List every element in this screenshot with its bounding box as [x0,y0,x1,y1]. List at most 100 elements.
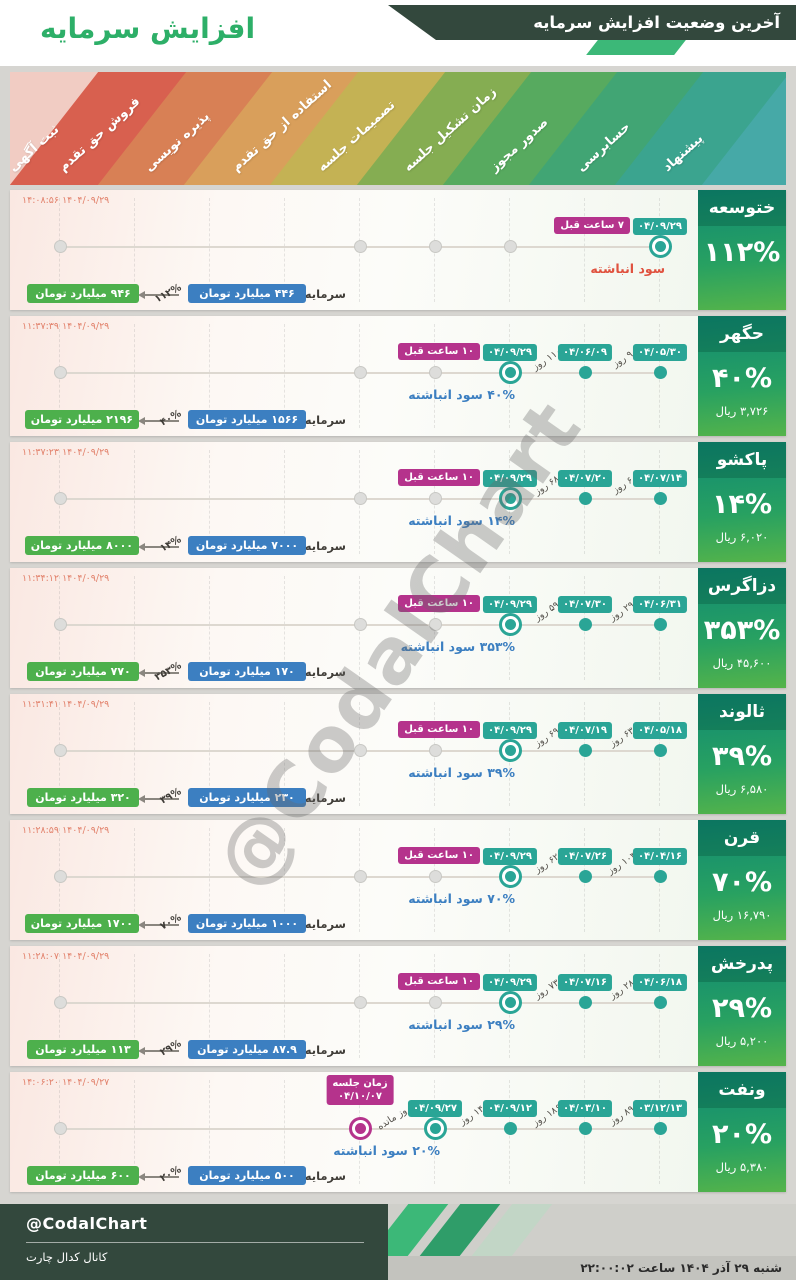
capital-row: سرمایه: ۲۳۰ میلیارد تومان ۳۹% ۳۲۰ میلیار… [10,786,698,808]
increase-arrow: ۳۹% [138,786,183,806]
footer-stripes [388,1204,618,1256]
pending-stage-dot [428,996,442,1009]
column-guide [284,576,285,680]
pending-stage-dot [353,744,367,757]
card-body: ۱۴۰۴/۰۹/۲۹ ۱۱:۳۱:۴۱ ۶۳ روز ۶۹ روز ۰۴/۰۵/۱۸… [10,694,698,814]
capital-after-box: ۷۷۰ میلیارد تومان [27,662,139,681]
event-date: ۰۴/۰۹/۲۹ [633,218,687,235]
column-guide [284,828,285,932]
company-price: ۵,۳۸۰ ریال [715,1160,769,1174]
company-panel: ونفت ۲۰% ۵,۳۸۰ ریال [698,1072,786,1192]
column-guide [209,1080,210,1184]
column-guide [209,450,210,554]
profit-note: ۳۵۳% سود انباشته [400,639,515,654]
increase-arrow: ۱۴% [138,534,183,554]
current-event-dot [498,487,522,510]
company-panel: پاکشو ۱۴% ۶,۰۲۰ ریال [698,442,786,562]
pending-stage-dot [428,870,442,883]
duration-label: ۹ روز [610,348,635,371]
profit-note: سود انباشته [590,261,665,276]
capital-row: سرمایه: ۵۰۰ میلیارد تومان ۲۰% ۶۰۰ میلیار… [10,1164,698,1186]
stage-band: پیشنهاد حسابرسی صدور مجوز زمان تشکیل جلسه تص… [10,72,786,185]
increase-percent-label: ۳۹% [158,786,183,807]
company-name: دزاگرس [698,568,786,604]
capital-before-box: ۱۷۰ میلیارد تومان [188,662,306,681]
update-timestamp: ۱۴۰۴/۰۹/۲۹ ۱۱:۳۷:۳۹ [22,321,110,332]
company-percent: ۷۰% [711,867,772,898]
pending-stage-dot [428,240,442,253]
meeting-dot [348,1117,372,1140]
event-date: ۰۴/۰۷/۲۰ [558,470,612,487]
column-guide [284,702,285,806]
event-dot [578,492,592,505]
capital-after-box: ۲۱۹۶ میلیارد تومان [24,410,139,429]
increase-arrow: ۴۰% [138,408,183,428]
profit-note: ۳۹% سود انباشته [408,765,515,780]
event-dot [653,492,667,505]
event-date: ۰۴/۰۷/۱۹ [558,722,612,739]
event-dot [503,1122,517,1135]
event-dot [578,366,592,379]
pending-stage-dot [353,492,367,505]
event-date: ۰۴/۰۷/۳۰ [558,596,612,613]
pending-stage-dot [353,996,367,1009]
pending-stage-dot [53,996,67,1009]
timeline: ۹ روز ۱۱۰ روز ۰۴/۰۵/۳۰ ۰۴/۰۶/۰۹ ۰۴/۰۹/۲۹ ۱۰ س… [10,316,698,436]
capital-after-box: ۱۷۰۰ میلیارد تومان [24,914,139,933]
increase-arrow: ۲۹% [138,1038,183,1058]
update-timestamp: ۱۴۰۴/۰۹/۲۹ ۱۱:۲۸:۰۷ [22,951,110,962]
cards: ۱۴۰۴/۰۹/۲۹ ۱۴:۰۸:۵۶ ۰۴/۰۹/۲۹ ۷ ساعت قبل س… [10,190,786,1192]
time-badge: ۱۰ ساعت قبل [398,469,480,486]
company-card: ۱۴۰۴/۰۹/۲۹ ۱۴:۰۸:۵۶ ۰۴/۰۹/۲۹ ۷ ساعت قبل س… [10,190,786,310]
capital-row: سرمایه: ۷۰۰۰ میلیارد تومان ۱۴% ۸۰۰۰ میلی… [10,534,698,556]
footer-handle: @CodalChart [26,1214,148,1233]
column-guide [134,198,135,302]
event-dot [653,1122,667,1135]
column-guide [134,1080,135,1184]
event-date: ۰۴/۰۷/۱۴ [633,470,687,487]
card-body: ۱۴۰۴/۰۹/۲۹ ۱۱:۳۴:۱۲ ۲۹ روز ۵۹ روز ۰۴/۰۶/۳۱… [10,568,698,688]
capital-row: سرمایه: ۴۴۶ میلیارد تومان ۱۱۲% ۹۴۶ میلیا… [10,282,698,305]
timeline: ۶۳ روز ۶۹ روز ۰۴/۰۵/۱۸ ۰۴/۰۷/۱۹ ۰۴/۰۹/۲۹ ۱۰ س… [10,694,698,814]
profit-note: ۲۹% سود انباشته [408,1017,515,1032]
capital-label: سرمایه: [300,917,346,931]
current-event-dot [498,739,522,762]
event-date: ۰۴/۰۵/۳۰ [633,344,687,361]
capital-after-box: ۹۴۶ میلیارد تومان [27,284,139,303]
event-date: ۰۴/۰۶/۰۹ [558,344,612,361]
capital-label: سرمایه: [300,413,346,427]
company-percent: ۲۰% [711,1119,772,1150]
pending-stage-dot [53,618,67,631]
capital-before-box: ۲۳۰ میلیارد تومان [188,788,306,807]
column-guide [284,450,285,554]
capital-row: سرمایه: ۱۰۰۰ میلیارد تومان ۷۰% ۱۷۰۰ میلی… [10,912,698,934]
event-dot [578,870,592,883]
footer-brand-block: @CodalChart کانال کدال چارت [0,1204,388,1280]
pending-stage-dot [428,492,442,505]
event-date: ۰۴/۰۴/۱۶ [633,848,687,865]
event-date: ۰۴/۰۹/۲۹ [483,470,537,487]
event-dot [653,366,667,379]
event-date: ۰۴/۰۹/۲۹ [483,848,537,865]
current-event-dot [498,361,522,384]
company-price: ۳,۷۲۶ ریال [715,404,769,418]
company-panel: دزاگرس ۳۵۳% ۴۵,۶۰۰ ریال [698,568,786,688]
event-date: ۰۴/۰۵/۱۸ [633,722,687,739]
current-event-dot [648,235,672,258]
column-guide [209,828,210,932]
page-footer: @CodalChart کانال کدال چارت شنبه ۲۹ آذر … [0,1204,796,1280]
event-date: ۰۴/۰۷/۲۶ [558,848,612,865]
increase-arrow: ۷۰% [138,912,183,932]
update-timestamp: ۱۴۰۴/۰۹/۲۷ ۱۴:۰۶:۲۰ [22,1077,110,1088]
event-dot [653,870,667,883]
company-card: ۱۴۰۴/۰۹/۲۹ ۱۱:۳۷:۳۹ ۹ روز ۱۱۰ روز ۰۴/۰۵/۳۰… [10,316,786,436]
column-guide [134,576,135,680]
card-body: ۱۴۰۴/۰۹/۲۹ ۱۱:۳۷:۲۳ ۶ روز ۶۸ روز ۰۴/۰۷/۱۴ ۰… [10,442,698,562]
current-event-dot [423,1117,447,1140]
ribbon-accent [586,40,686,55]
company-panel: حگهر ۴۰% ۳,۷۲۶ ریال [698,316,786,436]
increase-percent-label: ۷۰% [158,912,183,933]
capital-before-box: ۷۰۰۰ میلیارد تومان [188,536,306,555]
